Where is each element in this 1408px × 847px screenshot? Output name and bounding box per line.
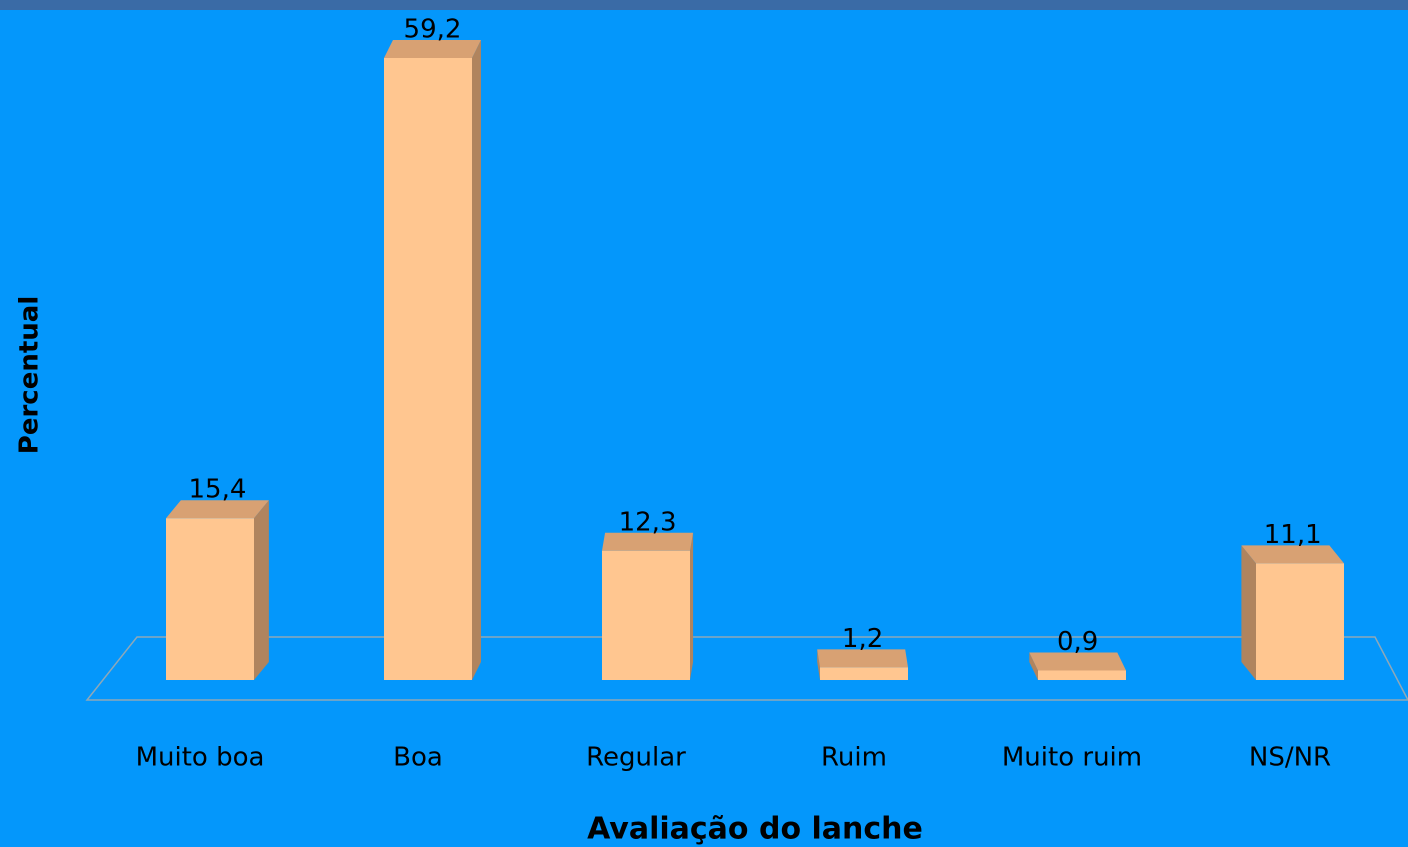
bar-side xyxy=(472,40,481,680)
value-label: 59,2 xyxy=(404,15,462,45)
bar-side xyxy=(817,649,820,680)
bar-top xyxy=(384,40,481,58)
bar-top xyxy=(166,500,269,519)
x-tick-label: NS/NR xyxy=(1249,743,1331,773)
bar-front xyxy=(384,58,472,680)
x-tick-label: Muito boa xyxy=(136,743,265,773)
bar xyxy=(166,500,269,680)
floor xyxy=(85,636,1408,701)
x-tick-label: Ruim xyxy=(821,743,887,773)
bar-front xyxy=(166,518,254,680)
value-label: 0,9 xyxy=(1057,627,1098,657)
x-tick-label: Muito ruim xyxy=(1002,743,1142,773)
value-label: 1,2 xyxy=(842,624,883,654)
bar-top xyxy=(1241,545,1344,564)
bar-front xyxy=(602,550,690,680)
bar-side xyxy=(1241,545,1256,680)
value-label: 11,1 xyxy=(1264,520,1322,550)
bar-side xyxy=(254,500,269,680)
bar-front xyxy=(1038,670,1126,680)
bar-top xyxy=(602,532,694,551)
value-label: 15,4 xyxy=(188,475,246,505)
bar-side xyxy=(1029,652,1038,680)
bar xyxy=(1029,652,1126,680)
value-label: 12,3 xyxy=(619,507,677,537)
x-tick-label: Boa xyxy=(393,743,443,773)
bar xyxy=(602,532,694,680)
bar-top xyxy=(1029,652,1126,671)
bar xyxy=(384,40,481,680)
bar xyxy=(817,649,908,680)
y-axis-title: Percentual xyxy=(15,296,45,454)
bar-front xyxy=(1256,563,1344,680)
top-band xyxy=(0,0,1408,10)
bar-top xyxy=(817,649,908,668)
bar-side xyxy=(690,532,694,680)
x-axis-title: Avaliação do lanche xyxy=(587,812,923,847)
bar xyxy=(1241,545,1344,680)
x-tick-label: Regular xyxy=(586,743,686,773)
bar-front xyxy=(820,667,908,680)
